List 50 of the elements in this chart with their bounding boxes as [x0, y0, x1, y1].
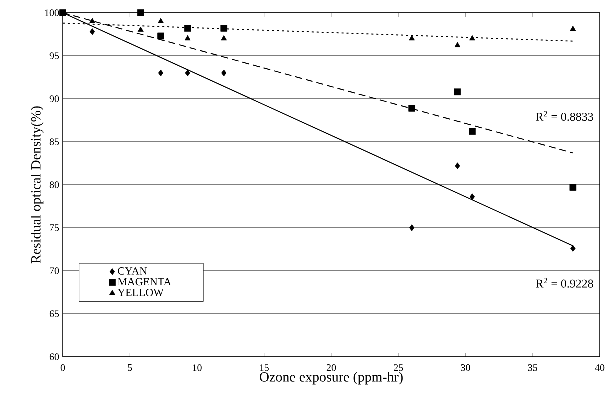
- x-tick-label: 0: [60, 364, 66, 372]
- point: [470, 35, 476, 41]
- x-axis-title: Ozone exposure (ppm-hr): [260, 372, 403, 385]
- point: [222, 70, 227, 77]
- point: [570, 26, 576, 32]
- y-tick-label: 75: [50, 224, 60, 232]
- point: [455, 162, 460, 170]
- y-tick-label: 85: [50, 138, 60, 146]
- point: [220, 25, 228, 32]
- point: [90, 18, 96, 24]
- x-tick-label: 10: [193, 364, 202, 372]
- y-tick-label: 80: [50, 182, 60, 188]
- point: [409, 224, 415, 232]
- y-tick-label: 70: [50, 268, 60, 274]
- point: [184, 35, 191, 41]
- x-tick-label: 40: [595, 364, 605, 372]
- point: [185, 70, 190, 77]
- point: [90, 28, 96, 36]
- point: [158, 70, 164, 77]
- x-tick-label: 20: [326, 364, 336, 372]
- y-tick-label: 65: [50, 310, 60, 318]
- x-tick-label: 30: [461, 364, 470, 372]
- point: [570, 245, 576, 252]
- point: [158, 18, 164, 24]
- point: [184, 25, 192, 32]
- point: [469, 128, 476, 136]
- x-tick-label: 5: [128, 364, 132, 372]
- y-tick-label: 90: [50, 96, 60, 102]
- point: [137, 10, 144, 16]
- x-tick-label: 15: [260, 364, 269, 372]
- x-tick-label: 35: [528, 364, 538, 372]
- annotation: R$^{2}$ = 0.9228: [536, 278, 594, 288]
- point: [138, 26, 144, 32]
- point: [470, 194, 476, 200]
- y-tick-label: 60: [50, 354, 60, 360]
- legend-label: MAGENTA: [118, 278, 172, 286]
- point: [454, 88, 462, 96]
- point: [454, 42, 461, 48]
- point: [408, 105, 416, 112]
- x-tick-label: 25: [394, 364, 404, 372]
- y-axis-title: Residual optical Density(%): [31, 106, 44, 264]
- legend-label: CYAN: [118, 268, 148, 275]
- point: [221, 35, 228, 41]
- y-tick-label: 95: [50, 52, 60, 60]
- point: [570, 184, 577, 191]
- annotation: R$^{2}$ = 0.8833: [536, 111, 594, 122]
- point: [158, 32, 164, 40]
- point: [60, 10, 66, 16]
- legend-label: YELLOW: [118, 289, 164, 296]
- y-tick-label: 100: [45, 10, 60, 16]
